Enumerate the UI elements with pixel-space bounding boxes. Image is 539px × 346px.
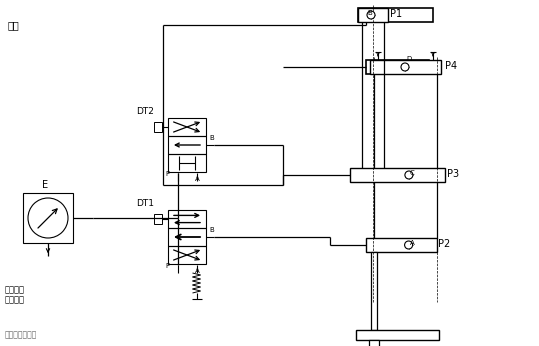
Text: 腔活塞杆: 腔活塞杆 <box>5 295 25 304</box>
Bar <box>366 238 437 252</box>
Bar <box>358 8 388 22</box>
Text: B: B <box>209 135 214 141</box>
Circle shape <box>405 171 413 179</box>
Bar <box>350 168 445 182</box>
Bar <box>168 228 206 246</box>
Text: D: D <box>406 56 411 62</box>
Text: DT1: DT1 <box>136 199 154 208</box>
Bar <box>371 252 377 330</box>
Text: A: A <box>410 240 414 246</box>
Bar <box>356 330 439 340</box>
Text: P3: P3 <box>447 169 459 179</box>
Bar <box>366 60 429 74</box>
Text: B: B <box>209 227 214 233</box>
Bar <box>370 60 441 74</box>
Bar <box>168 210 206 228</box>
Text: A: A <box>195 176 199 182</box>
Bar <box>168 136 206 154</box>
Text: P: P <box>165 171 169 177</box>
Bar <box>23 193 73 243</box>
Bar <box>168 118 206 136</box>
Bar <box>154 214 162 224</box>
Bar <box>369 340 379 346</box>
Circle shape <box>401 63 409 71</box>
Text: P: P <box>165 263 169 269</box>
Text: 污缸气路连接图: 污缸气路连接图 <box>5 330 37 339</box>
Bar <box>358 8 433 22</box>
Text: P4: P4 <box>445 61 457 71</box>
Text: 个：: 个： <box>8 20 20 30</box>
Text: E: E <box>42 180 48 190</box>
Bar <box>154 122 162 132</box>
Text: P2: P2 <box>438 239 450 249</box>
Circle shape <box>367 11 375 19</box>
Text: B: B <box>368 10 372 16</box>
Text: C: C <box>410 170 414 176</box>
Text: A: A <box>195 268 199 274</box>
Bar <box>168 246 206 264</box>
Bar <box>168 154 206 172</box>
Text: P1: P1 <box>390 9 402 19</box>
Circle shape <box>405 241 412 249</box>
Text: 含液压油: 含液压油 <box>5 285 25 294</box>
Text: DT2: DT2 <box>136 107 154 116</box>
